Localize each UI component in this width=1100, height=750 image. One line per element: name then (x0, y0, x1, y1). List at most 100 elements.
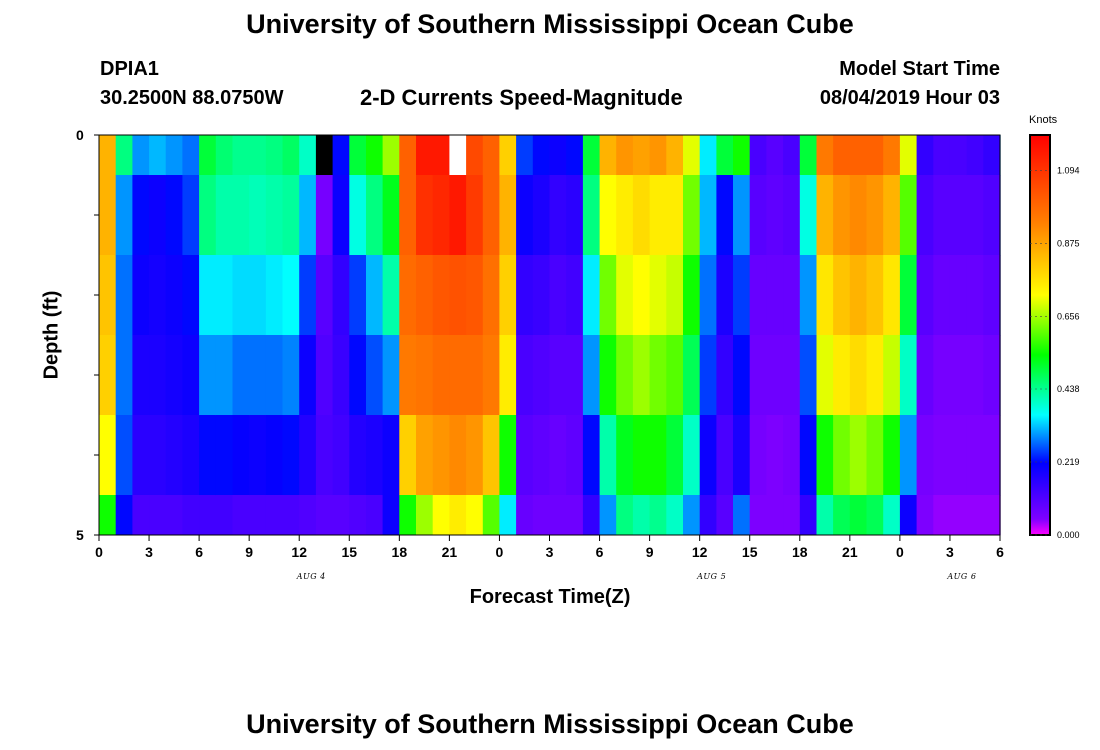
heatmap-cell (265, 495, 284, 536)
heatmap-cell (199, 415, 217, 496)
heatmap-cell (466, 415, 484, 496)
colorbar-tick-label: 0.656 (1057, 311, 1080, 321)
heatmap-cell (432, 495, 450, 536)
heatmap-cell (249, 255, 267, 336)
heatmap-cell (899, 175, 918, 256)
heatmap-cell (416, 415, 434, 496)
heatmap-cell (132, 175, 150, 256)
heatmap-cell (366, 335, 384, 416)
heatmap-cell (299, 415, 317, 496)
y-axis-label: Depth (ft) (40, 290, 63, 380)
heatmap-cell (282, 255, 300, 336)
heatmap-cell (699, 175, 717, 256)
heatmap-cell (883, 335, 901, 416)
footer-title: University of Southern Mississippi Ocean… (246, 709, 854, 739)
heatmap-cell (466, 135, 484, 176)
heatmap-cell (282, 175, 300, 256)
heatmap-cell (482, 335, 501, 416)
heatmap-cell (866, 415, 884, 496)
heatmap-cell (399, 255, 417, 336)
heatmap-cell (699, 135, 717, 176)
heatmap-cell (783, 135, 801, 176)
heatmap-cell (182, 495, 200, 536)
heatmap-cell (382, 175, 400, 256)
heatmap-cell (516, 135, 534, 176)
heatmap-cell (182, 175, 200, 256)
heatmap-cell (616, 175, 634, 256)
y-tick-bottom: 5 (76, 527, 84, 543)
model-start-label: Model Start Time (839, 58, 1000, 80)
heatmap-cell (249, 495, 267, 536)
heatmap-cell (516, 175, 534, 256)
heatmap-cell (432, 415, 450, 496)
heatmap-cell (966, 335, 984, 416)
heatmap-cell (666, 495, 684, 536)
heatmap-cell (315, 335, 334, 416)
heatmap-cell (132, 335, 150, 416)
heatmap-cell (716, 135, 734, 176)
heatmap-cell (966, 495, 984, 536)
heatmap-cell (349, 335, 367, 416)
heatmap-cell (482, 495, 501, 536)
heatmap-cell (165, 335, 183, 416)
heatmap-cell (466, 495, 484, 536)
heatmap-cell (983, 495, 1001, 536)
heatmap-cell (232, 255, 250, 336)
heatmap-cell (933, 415, 951, 496)
heatmap-cell (799, 255, 818, 336)
heatmap-cell (132, 495, 150, 536)
heatmap-cell (733, 135, 751, 176)
heatmap-cell (349, 255, 367, 336)
x-tick-label: 15 (741, 544, 758, 560)
heatmap-cell (265, 135, 284, 176)
heatmap-cell (799, 335, 818, 416)
heatmap-cell (332, 255, 350, 336)
heatmap-cell (532, 335, 551, 416)
x-tick-label: 12 (291, 544, 307, 560)
x-tick-label: 9 (245, 544, 254, 560)
heatmap-cell (799, 175, 818, 256)
heatmap-cell (566, 175, 584, 256)
heatmap-cell (132, 255, 150, 336)
heatmap-cell (799, 415, 818, 496)
heatmap-cell (349, 495, 367, 536)
heatmap-cell (399, 175, 417, 256)
heatmap-cell (599, 415, 617, 496)
heatmap-cell (899, 255, 918, 336)
heatmap-cell (99, 415, 117, 496)
heatmap-cell (249, 335, 267, 416)
heatmap-cell (215, 335, 234, 416)
heatmap-cell (315, 255, 334, 336)
heatmap-cell (399, 335, 417, 416)
heatmap-cell (716, 495, 734, 536)
heatmap-cell (632, 335, 651, 416)
heatmap-cell (416, 495, 434, 536)
heatmap-cell (165, 495, 183, 536)
heatmap-cell (432, 255, 450, 336)
heatmap-cell (783, 415, 801, 496)
heatmap-cell (282, 495, 300, 536)
x-tick-label: 0 (895, 544, 904, 560)
heatmap-cell (849, 135, 868, 176)
heatmap-cell (649, 495, 667, 536)
heatmap-cell (432, 175, 450, 256)
heatmap-cell (582, 495, 601, 536)
heatmap-cell (265, 255, 284, 336)
heatmap-cell (132, 415, 150, 496)
heatmap-cell (799, 135, 818, 176)
heatmap-cell (232, 175, 250, 256)
heatmap-cell (866, 495, 884, 536)
heatmap-cell (916, 135, 934, 176)
heatmap-cell (833, 135, 851, 176)
heatmap-cell (582, 335, 601, 416)
heatmap-cell (115, 255, 133, 336)
heatmap-cell (933, 175, 951, 256)
heatmap-cell (833, 335, 851, 416)
heatmap-cell (849, 255, 868, 336)
station-id: DPIA1 (100, 58, 159, 80)
heatmap-cell (716, 175, 734, 256)
heatmap-cell (649, 335, 667, 416)
heatmap-cell (916, 335, 934, 416)
heatmap-cell (716, 415, 734, 496)
heatmap-cell (232, 495, 250, 536)
